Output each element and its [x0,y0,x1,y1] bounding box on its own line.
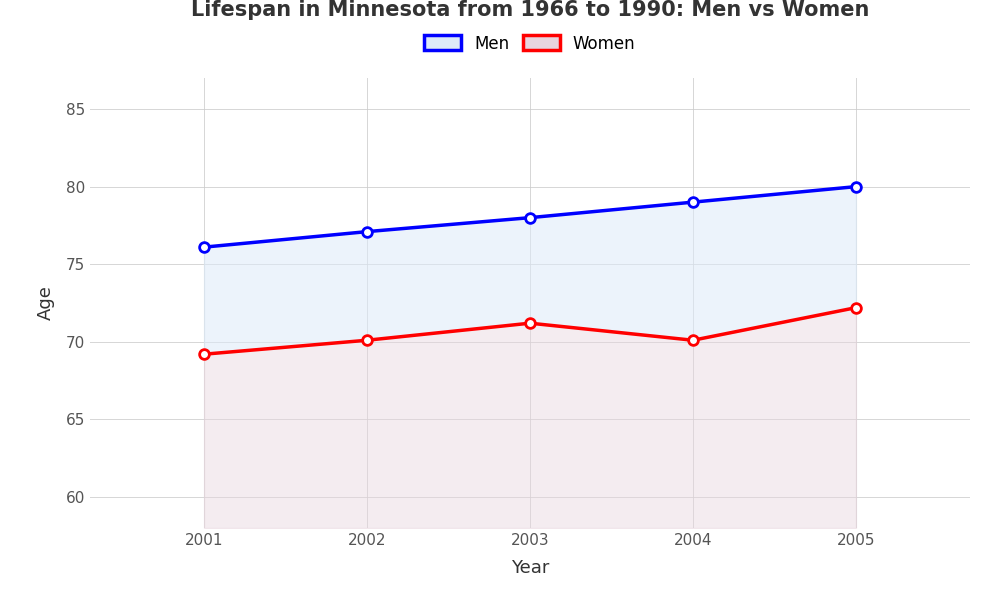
Legend: Men, Women: Men, Women [418,28,642,59]
Title: Lifespan in Minnesota from 1966 to 1990: Men vs Women: Lifespan in Minnesota from 1966 to 1990:… [191,0,869,19]
Y-axis label: Age: Age [37,286,55,320]
X-axis label: Year: Year [511,559,549,577]
